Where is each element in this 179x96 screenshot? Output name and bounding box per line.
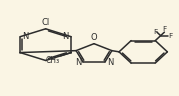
Text: F: F xyxy=(168,33,172,39)
Text: CH₃: CH₃ xyxy=(45,56,59,65)
Text: N: N xyxy=(22,32,29,41)
Text: N: N xyxy=(75,58,81,67)
Text: Cl: Cl xyxy=(42,18,50,27)
Text: F: F xyxy=(162,26,166,32)
Text: F: F xyxy=(153,29,157,35)
Text: N: N xyxy=(107,58,113,67)
Text: O: O xyxy=(91,33,97,42)
Text: N: N xyxy=(62,32,69,41)
